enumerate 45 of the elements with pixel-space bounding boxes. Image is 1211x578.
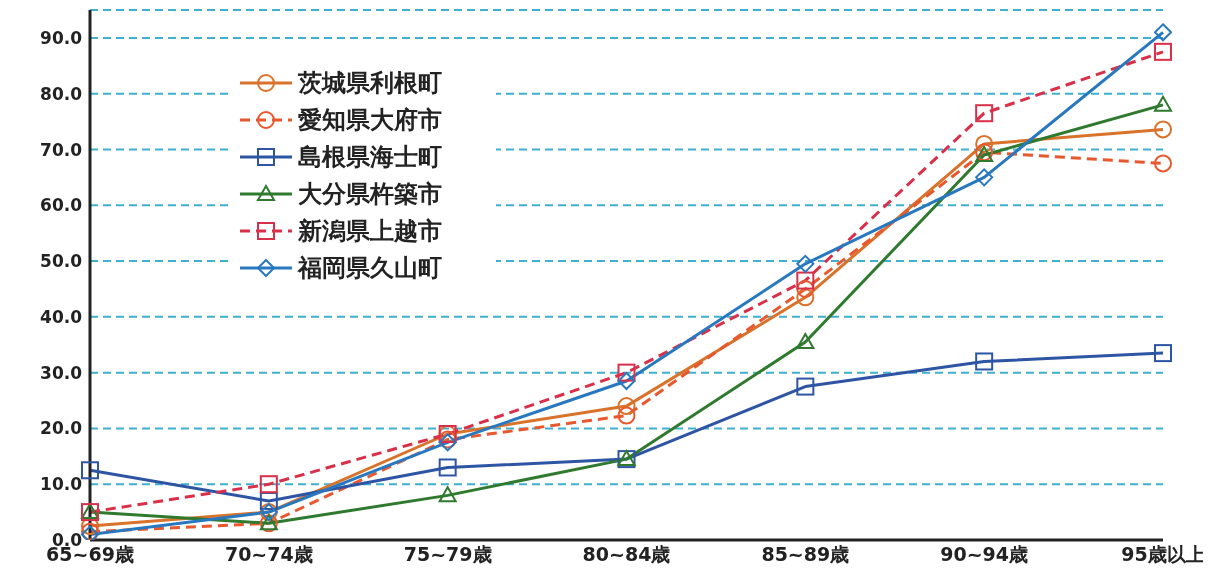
- legend-label: 島根県海士町: [298, 141, 442, 173]
- legend-label: 茨城県利根町: [298, 67, 442, 99]
- legend-label: 大分県杵築市: [298, 178, 442, 210]
- point: [617, 397, 636, 416]
- point: [796, 271, 815, 290]
- point: [796, 377, 815, 396]
- point: [1154, 120, 1172, 139]
- point: [975, 134, 994, 153]
- point: [975, 168, 994, 187]
- point: [1154, 23, 1172, 42]
- point: [438, 458, 457, 477]
- point: [975, 104, 994, 123]
- y-tick-label: 80.0: [40, 83, 83, 104]
- point: [438, 486, 457, 503]
- point: [975, 352, 994, 371]
- point: [1154, 42, 1172, 61]
- x-tick-label: 85~89歳: [761, 543, 850, 566]
- point: [259, 475, 278, 494]
- legend-label: 福岡県久山町: [298, 252, 442, 284]
- point: [81, 461, 99, 480]
- x-tick-label: 80~84歳: [582, 543, 671, 566]
- point: [259, 491, 278, 510]
- y-tick-label: 40.0: [40, 306, 83, 327]
- point: [1154, 154, 1172, 173]
- y-tick-label: 20.0: [40, 418, 83, 439]
- point: [796, 279, 815, 298]
- point: [1154, 344, 1172, 363]
- y-tick-label: 90.0: [40, 27, 83, 48]
- point: [617, 363, 636, 382]
- point: [796, 288, 815, 307]
- point: [796, 332, 815, 349]
- x-tick-label: 90~94歳: [940, 543, 1029, 566]
- y-tick-label: 10.0: [40, 474, 83, 495]
- y-tick-label: 30.0: [40, 362, 83, 383]
- point: [617, 372, 636, 390]
- y-tick-label: 50.0: [40, 251, 83, 272]
- legend-label: 愛知県大府市: [298, 104, 442, 136]
- x-tick-label: 75~79歳: [403, 543, 492, 566]
- y-tick-label: 60.0: [40, 195, 83, 216]
- y-tick-label: 70.0: [40, 139, 83, 160]
- point: [1154, 95, 1172, 112]
- point: [617, 406, 636, 425]
- legend-label: 新潟県上越市: [298, 215, 442, 247]
- x-tick-label: 70~74歳: [224, 543, 313, 566]
- point: [796, 254, 815, 273]
